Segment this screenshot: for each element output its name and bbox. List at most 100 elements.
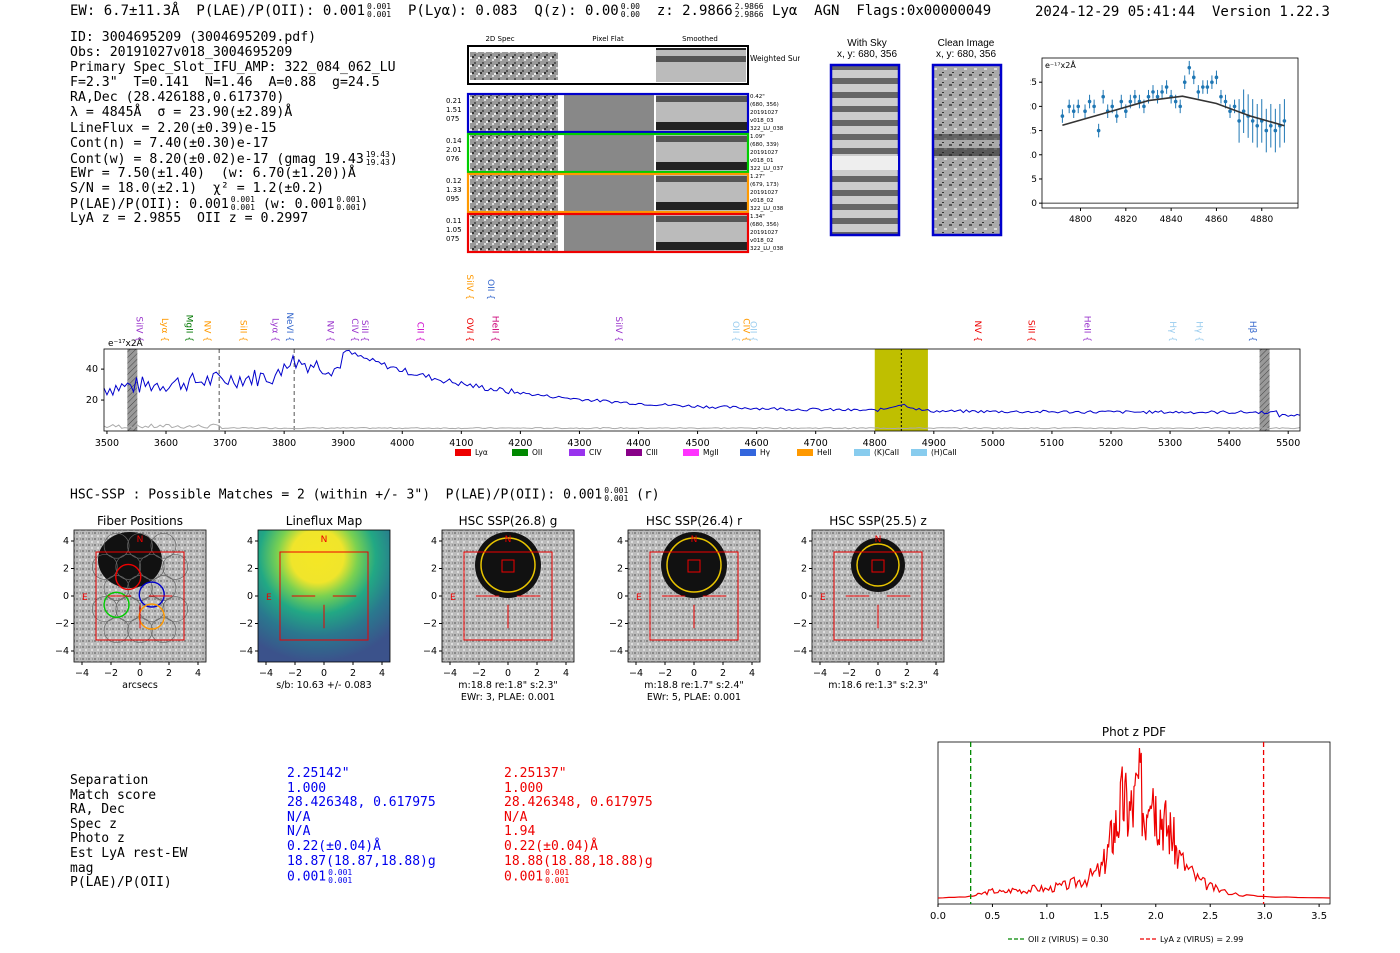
data-point [1219, 94, 1223, 99]
legend-swatch [854, 449, 870, 456]
info-line: λ = 4845Å σ = 23.90(±2.89)Å [70, 105, 293, 121]
emission-line-label: CIV { [349, 318, 359, 342]
emission-line-label: HeII { [1081, 316, 1091, 342]
masked-region [1259, 349, 1270, 431]
y-tick-label: 25 [1030, 78, 1037, 88]
data-point [1083, 109, 1087, 114]
match-label: P(LAE)/P(OII) [70, 875, 172, 891]
compass-north: N [137, 535, 144, 545]
target-box [501, 559, 515, 573]
x-tick-label: 2 [534, 668, 540, 679]
x-tick-label: 5400 [1217, 438, 1241, 449]
y-tick-label: −2 [609, 619, 623, 630]
y-tick-label: 2 [431, 564, 437, 575]
y-tick-label: −4 [423, 646, 437, 657]
data-point [1250, 119, 1255, 123]
y-tick-label: −4 [239, 646, 253, 657]
y-tick-label: 40 [86, 364, 98, 375]
x-tick-label: 0 [875, 668, 881, 679]
row-right-label: 322_LU_038 [750, 206, 784, 212]
data-point [1155, 94, 1160, 99]
data-point [1269, 123, 1273, 128]
x-tick-label: −2 [658, 668, 672, 679]
match-label: Separation [70, 773, 149, 788]
data-point [1124, 109, 1128, 114]
emission-line-label: NeVI { [284, 312, 294, 342]
row-right-label: v018_03 [750, 118, 774, 124]
detection-info: ID: 3004695209 (3004695209.pdf) Obs: 201… [70, 30, 398, 226]
hsc-summary: HSC-SSP : Possible Matches = 2 (within +… [70, 486, 660, 503]
spec2d-row-frame [466, 212, 750, 254]
x-tick-label: 0 [691, 668, 697, 679]
legend-swatch [455, 449, 471, 456]
row-left-label: 0.14 [446, 137, 462, 145]
smoothed-cell [656, 174, 748, 212]
y-tick-label: −2 [423, 619, 437, 630]
emission-line-label: CII { [415, 322, 425, 342]
row-right-label: 1.34" [750, 214, 765, 220]
legend-label: LyA z (VIRUS) = 2.99 [1160, 935, 1243, 944]
x-tick-label: −4 [259, 668, 273, 679]
data-point [1133, 94, 1137, 99]
data-point [1076, 104, 1081, 109]
data-point [1060, 114, 1065, 118]
col-title: 2D Spec [485, 35, 514, 43]
data-point [1096, 128, 1101, 133]
search-box [95, 551, 185, 641]
legend-label: Lyα [475, 448, 488, 457]
header-timestamp-version: 2024-12-29 05:41:44 Version 1.22.3 [1034, 4, 1330, 20]
y-tick-label: −4 [793, 646, 807, 657]
pixel-flat-cell [564, 214, 654, 252]
row-left-label: 1.05 [446, 226, 462, 234]
compass-north: N [691, 535, 698, 545]
legend-swatch [512, 449, 528, 456]
y-tick-label: 2 [63, 564, 69, 575]
emission-line-label: Hβ { [1247, 321, 1257, 342]
data-point [1228, 109, 1232, 114]
smoothed-cell [656, 94, 748, 132]
data-point [1273, 128, 1278, 133]
spec2d-row-frame [466, 132, 750, 174]
emission-line-label: OII { [730, 321, 740, 342]
x-tick-label: −4 [813, 668, 827, 679]
data-point [1160, 90, 1164, 94]
legend-swatch [626, 449, 642, 456]
spec2d-cell [470, 214, 558, 252]
y-tick-label: 4 [617, 536, 623, 547]
search-box [463, 551, 553, 641]
x-tick-label: 2.0 [1148, 911, 1164, 922]
match-value: 1.000 [287, 780, 327, 796]
x-tick-label: 4900 [922, 438, 946, 449]
panel-caption: m:18.8 re:1.7" s:2.4" [644, 680, 744, 691]
photz-pdf-chart: Phot z PDF 0.0 0.5 1.0 1.5 2.0 2.5 3.0 3.5 OII z … [930, 725, 1331, 944]
emission-line-label: MgII { [184, 315, 194, 342]
x-tick-label: 5100 [1040, 438, 1064, 449]
row-left-label: 075 [446, 235, 459, 243]
bright-source [851, 538, 905, 592]
fiber-circle [91, 596, 118, 622]
data-point [1146, 94, 1151, 99]
data-point [1087, 99, 1092, 104]
match-value: 2.25137" [504, 766, 567, 781]
fiber-circle-orange [138, 603, 165, 630]
match-value: 1.000 [504, 780, 544, 796]
row-right-label: (680, 356) [750, 222, 779, 228]
data-point [1173, 99, 1178, 104]
spectrum-frame [103, 348, 1301, 432]
emission-line-label: Lyα { [159, 318, 169, 342]
legend-label: OII [532, 448, 542, 457]
compass-north: N [321, 535, 328, 545]
match-label: Match score [70, 787, 157, 803]
fiber-circle [162, 596, 189, 622]
emission-line-label: NV { [201, 321, 211, 342]
x-tick-label: 5500 [1276, 438, 1300, 449]
search-box [649, 551, 739, 641]
weighted-sum-label: Weighted Sum [750, 54, 800, 63]
legend-swatch [683, 449, 699, 456]
emission-line-label: Hγ { [1194, 321, 1204, 342]
y-tick-label: 4 [247, 536, 253, 547]
data-point [1214, 75, 1219, 80]
row-right-label: 20191027 [750, 190, 778, 196]
info-line: LineFlux = 2.20(±0.39)e-15 [70, 120, 277, 136]
row-left-label: 2.01 [446, 146, 462, 154]
